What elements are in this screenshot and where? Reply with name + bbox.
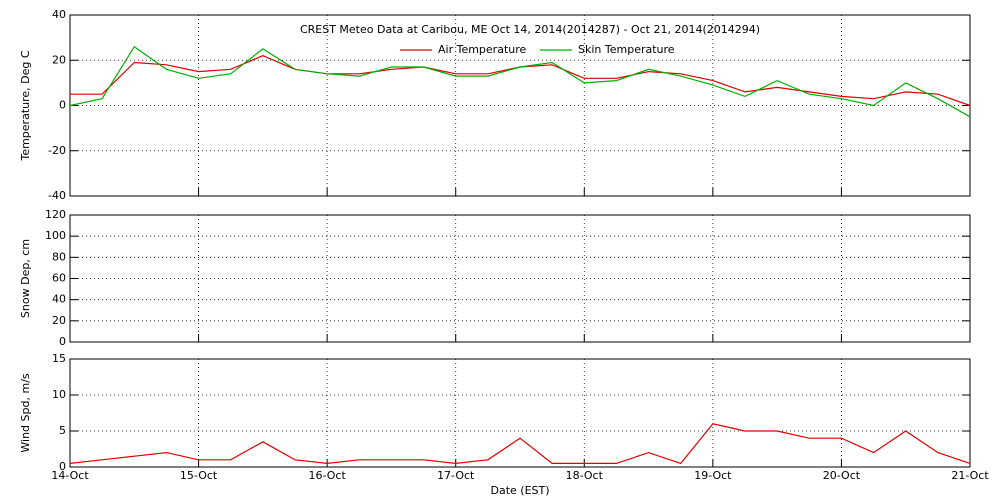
y-tick-label: 0 (59, 335, 66, 348)
y-axis-label: Snow Dep, cm (19, 239, 32, 318)
legend-label: Air Temperature (438, 43, 527, 56)
y-tick-label: 80 (52, 250, 66, 263)
plot-frame (69, 358, 971, 468)
y-tick-label: 20 (52, 53, 66, 66)
y-tick-label: 40 (52, 293, 66, 306)
y-axis-label: Temperature, Deg C (19, 50, 32, 161)
x-tick-label: 20-Oct (823, 469, 861, 482)
series-line (69, 45, 971, 118)
y-tick-label: -40 (48, 189, 66, 202)
y-tick-label: 0 (59, 99, 66, 112)
y-tick-label: 15 (52, 352, 66, 365)
chart-title: CREST Meteo Data at Caribou, ME Oct 14, … (300, 23, 760, 36)
x-tick-label: 19-Oct (694, 469, 732, 482)
x-tick-label: 15-Oct (180, 469, 218, 482)
x-tick-label: 17-Oct (437, 469, 475, 482)
x-tick-label: 16-Oct (308, 469, 346, 482)
y-tick-label: 10 (52, 388, 66, 401)
y-tick-label: 40 (52, 8, 66, 21)
y-tick-label: 100 (45, 229, 66, 242)
y-tick-label: 20 (52, 314, 66, 327)
x-tick-label: 18-Oct (566, 469, 604, 482)
y-axis-label: Wind Spd, m/s (19, 373, 32, 453)
y-tick-label: 0 (59, 460, 66, 473)
x-tick-label: 14-Oct (51, 469, 89, 482)
y-tick-label: 5 (59, 424, 66, 437)
series-line (69, 423, 971, 465)
x-tick-label: 21-Oct (951, 469, 989, 482)
y-tick-label: -20 (48, 144, 66, 157)
legend-label: Skin Temperature (578, 43, 675, 56)
y-tick-label: 60 (52, 272, 66, 285)
y-tick-label: 120 (45, 208, 66, 221)
x-axis-label: Date (EST) (490, 484, 549, 497)
